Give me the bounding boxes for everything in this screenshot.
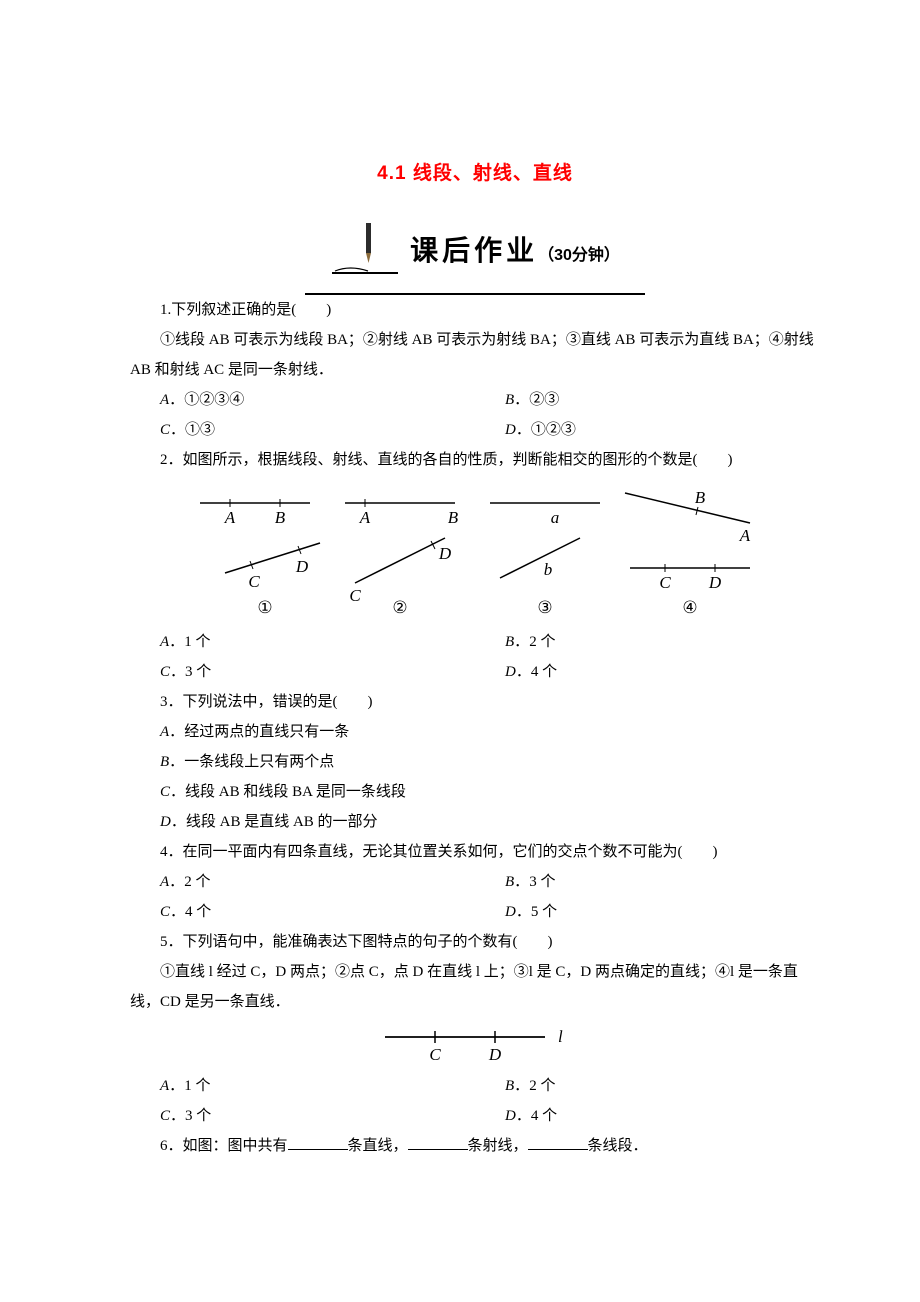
q2-c-text: 3 个 (185, 664, 211, 680)
q4-stem: 4．在同一平面内有四条直线，无论其位置关系如何，它们的交点个数不可能为( ) (130, 837, 820, 867)
q3-a-text: 经过两点的直线只有一条 (184, 724, 349, 740)
q6-pre: 6．如图：图中共有 (160, 1138, 288, 1154)
q4-b-text: 3 个 (529, 874, 555, 890)
q4-d-text: 5 个 (531, 904, 557, 920)
svg-text:①: ① (257, 598, 272, 617)
q4-c-text: 4 个 (185, 904, 211, 920)
q1-c-text: ①③ (185, 422, 215, 438)
svg-text:D: D (488, 1045, 502, 1064)
q3-opt-b: B．一条线段上只有两个点 (130, 747, 820, 777)
svg-text:③: ③ (537, 598, 552, 617)
q4-opt-c: C．4 个 (130, 897, 475, 927)
q2-opt-d: D．4 个 (475, 657, 820, 687)
q2-opt-a: A．1 个 (130, 627, 475, 657)
q4-opts-row1: A．2 个 B．3 个 (130, 867, 820, 897)
q6-blank-2[interactable] (408, 1134, 468, 1150)
q5-opts-row1: A．1 个 B．2 个 (130, 1071, 820, 1101)
svg-text:A: A (739, 526, 751, 545)
q5-opt-a: A．1 个 (130, 1071, 475, 1101)
worksheet-page: 4.1 线段、射线、直线 课后作业（30分钟） 1.下列叙述正确的是( ) ①线… (0, 0, 920, 1302)
q6-mid2: 条射线， (468, 1138, 528, 1154)
banner-inner: 课后作业（30分钟） (330, 213, 620, 280)
svg-text:④: ④ (682, 598, 697, 617)
q1-a-text: ①②③④ (184, 392, 244, 408)
svg-text:D: D (438, 544, 452, 563)
q1-opt-d: D．①②③ (475, 415, 820, 445)
svg-text:A: A (359, 508, 371, 527)
q5-opts-row2: C．3 个 D．4 个 (130, 1101, 820, 1131)
q5-a-text: 1 个 (184, 1078, 210, 1094)
q1-b-text: ②③ (529, 392, 559, 408)
banner-text-wrap: 课后作业（30分钟） (410, 224, 620, 280)
q4-opt-d: D．5 个 (475, 897, 820, 927)
q1-opts-row1: A．①②③④ B．②③ (130, 385, 820, 415)
q3-b-text: 一条线段上只有两个点 (184, 754, 334, 770)
q2-a-text: 1 个 (184, 634, 210, 650)
svg-text:B: B (448, 508, 459, 527)
banner-sub: （30分钟） (538, 247, 620, 264)
svg-text:C: C (429, 1045, 441, 1064)
q3-opt-a: A．经过两点的直线只有一条 (130, 717, 820, 747)
q5-body: ①直线 l 经过 C，D 两点；②点 C，点 D 在直线 l 上；③l 是 C，… (130, 957, 820, 1017)
q2-stem: 2．如图所示，根据线段、射线、直线的各自的性质，判断能相交的图形的个数是( ) (130, 445, 820, 475)
q1-d-text: ①②③ (531, 422, 576, 438)
q5-opt-d: D．4 个 (475, 1101, 820, 1131)
q5-b-text: 2 个 (529, 1078, 555, 1094)
q1-opt-c: C．①③ (130, 415, 475, 445)
homework-banner: 课后作业（30分钟） (130, 213, 820, 295)
q1-stem: 1.下列叙述正确的是( ) (130, 295, 820, 325)
q5-opt-b: B．2 个 (475, 1071, 820, 1101)
svg-text:C: C (349, 586, 361, 605)
q1-opt-a: A．①②③④ (130, 385, 475, 415)
svg-text:B: B (275, 508, 286, 527)
q3-opt-c: C．线段 AB 和线段 BA 是同一条线段 (130, 777, 820, 807)
q4-opts-row2: C．4 个 D．5 个 (130, 897, 820, 927)
q3-opt-d: D．线段 AB 是直线 AB 的一部分 (130, 807, 820, 837)
svg-text:C: C (659, 573, 671, 592)
q2-opt-c: C．3 个 (130, 657, 475, 687)
q6-blank-1[interactable] (288, 1134, 348, 1150)
svg-text:C: C (248, 572, 260, 591)
q4-opt-b: B．3 个 (475, 867, 820, 897)
q5-stem: 5．下列语句中，能准确表达下图特点的句子的个数有( ) (130, 927, 820, 957)
q5-body-text: ①直线 l 经过 C，D 两点；②点 C，点 D 在直线 l 上；③l 是 C，… (130, 957, 820, 1017)
svg-text:②: ② (392, 598, 407, 617)
q3-d-text: 线段 AB 是直线 AB 的一部分 (186, 814, 378, 830)
q2-opt-b: B．2 个 (475, 627, 820, 657)
q3-stem: 3．下列说法中，错误的是( ) (130, 687, 820, 717)
q6-mid1: 条直线， (348, 1138, 408, 1154)
q4-a-text: 2 个 (184, 874, 210, 890)
q5-d-text: 4 个 (531, 1108, 557, 1124)
q6-post: 条线段． (588, 1138, 648, 1154)
svg-text:A: A (224, 508, 236, 527)
svg-text:b: b (544, 560, 553, 579)
q2-b-text: 2 个 (529, 634, 555, 650)
svg-text:D: D (295, 557, 309, 576)
svg-text:B: B (695, 488, 706, 507)
q6-blank-3[interactable] (528, 1134, 588, 1150)
q5-figure: C D l (380, 1025, 570, 1067)
svg-text:D: D (708, 573, 722, 592)
q2-opts-row1: A．1 个 B．2 个 (130, 627, 820, 657)
q1-opts-row2: C．①③ D．①②③ (130, 415, 820, 445)
q6-stem: 6．如图：图中共有 条直线， 条射线， 条线段． (130, 1131, 820, 1161)
q1-opt-b: B．②③ (475, 385, 820, 415)
q5-c-text: 3 个 (185, 1108, 211, 1124)
page-title: 4.1 线段、射线、直线 (130, 155, 820, 193)
q2-d-text: 4 个 (531, 664, 557, 680)
q2-opts-row2: C．3 个 D．4 个 (130, 657, 820, 687)
q5-opt-c: C．3 个 (130, 1101, 475, 1131)
q1-body: ①线段 AB 可表示为线段 BA；②射线 AB 可表示为射线 BA；③直线 AB… (130, 325, 820, 385)
q3-c-text: 线段 AB 和线段 BA 是同一条线段 (185, 784, 406, 800)
q2-figure: A B C D ① A B C D ② a b ③ (190, 483, 760, 623)
banner-main: 课后作业 (410, 236, 538, 267)
pen-icon (330, 213, 400, 280)
q4-opt-a: A．2 个 (130, 867, 475, 897)
svg-text:l: l (558, 1027, 563, 1046)
svg-text:a: a (551, 508, 560, 527)
